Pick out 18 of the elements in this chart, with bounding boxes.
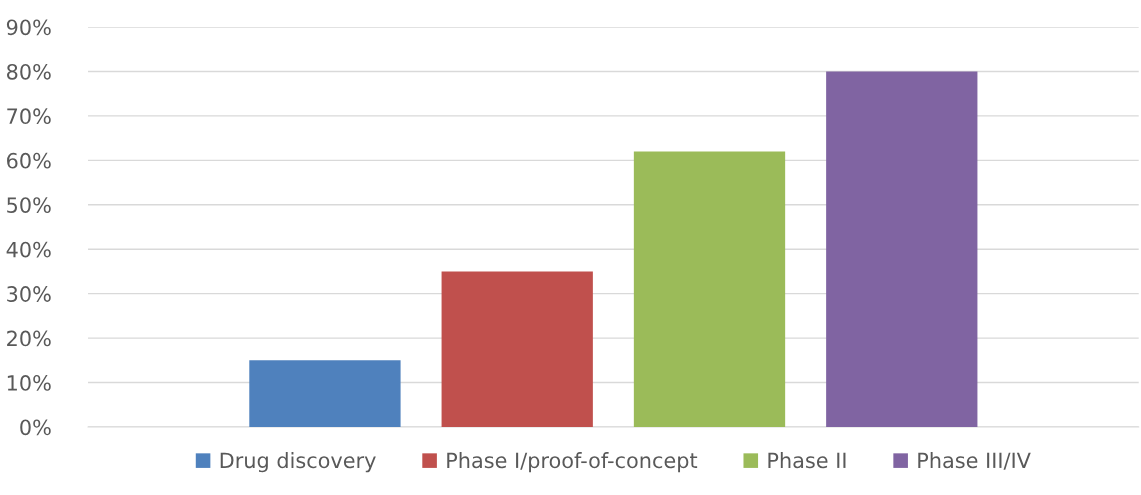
y-tick-label: 50% <box>7 197 51 213</box>
legend-label: Drug discovery <box>220 452 376 473</box>
y-tick-label: 70% <box>7 108 51 125</box>
y-tick-label: 90% <box>6 19 51 36</box>
y-tick-label: 0% <box>20 419 51 436</box>
y-tick-label: 40% <box>6 241 51 258</box>
y-tick-label: 60% <box>7 152 51 169</box>
legend-label: Phase I/proof-of-concept <box>447 452 698 473</box>
y-tick-label: 10% <box>7 375 51 391</box>
legend-label: Phase III/IV <box>918 452 1031 470</box>
y-tick-label: 20% <box>7 330 51 347</box>
bar <box>441 271 593 427</box>
bar <box>633 151 786 427</box>
bar <box>826 71 978 427</box>
bar <box>249 360 401 427</box>
legend-label: Phase II <box>768 452 846 469</box>
y-tick-label: 80% <box>7 63 51 80</box>
y-tick-label: 30% <box>7 286 51 302</box>
